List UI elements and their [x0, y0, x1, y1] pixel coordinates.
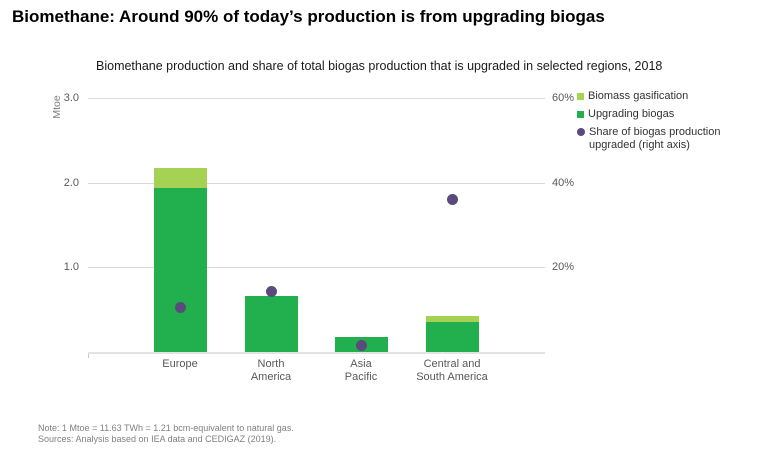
bar-north-america-upgrading-biogas — [244, 296, 298, 352]
legend-label-line: upgraded (right axis) — [589, 139, 690, 151]
category-label-north-america: North America — [216, 358, 326, 384]
legend-item-label: Share of biogas production upgraded (righ… — [589, 126, 720, 152]
category-label-line: America — [250, 371, 292, 383]
right-axis-tick: 60% — [552, 92, 575, 104]
legend-square-marker-icon — [577, 111, 584, 118]
bar-central-and-south-america-upgrading-biogas — [425, 322, 479, 352]
chart-subtitle: Biomethane production and share of total… — [96, 59, 663, 73]
gridline — [88, 182, 545, 184]
right-axis-tick: 40% — [552, 176, 575, 189]
category-label-line: Asia — [350, 358, 372, 370]
category-label-europe: Europe — [125, 358, 235, 371]
bar-central-and-south-america-biomass-gasification — [425, 315, 479, 323]
gridline — [88, 98, 545, 99]
page-title: Biomethane: Around 90% of today’s produc… — [12, 7, 605, 26]
left-axis-tick: 2.0 — [63, 176, 79, 189]
chart-legend: Biomass gasification Upgrading biogas Shar… — [577, 90, 720, 157]
left-axis-tick: 3.0 — [63, 92, 79, 104]
plot-area — [88, 98, 545, 354]
share-dot-north-america — [265, 285, 277, 297]
legend-square-marker-icon — [577, 93, 584, 100]
category-label-asia-pacific: Asia Pacific — [306, 358, 416, 384]
legend-circle-marker-icon — [577, 128, 585, 136]
legend-item-1: Biomass gasification — [577, 90, 720, 103]
share-dot-europe — [174, 302, 186, 314]
legend-item-label: Upgrading biogas — [588, 108, 674, 121]
category-label-central-and-south-america: Central and South America — [397, 358, 507, 384]
category-label-line: Pacific — [344, 371, 378, 383]
bar-europe-upgrading-biogas — [153, 187, 207, 352]
legend-item-label: Biomass gasification — [588, 90, 688, 103]
legend-label-line: Biomass gasification — [588, 90, 689, 102]
share-dot-asia-pacific — [355, 340, 367, 352]
category-label-line: Central and — [423, 358, 481, 370]
legend-item-3: Share of biogas production upgraded (righ… — [577, 126, 720, 152]
legend-item-2: Upgrading biogas — [577, 108, 720, 121]
bar-europe-biomass-gasification — [153, 168, 207, 188]
right-axis-tick: 20% — [552, 261, 575, 274]
share-dot-central-and-south-america — [446, 194, 458, 206]
category-label-line: Europe — [162, 358, 198, 370]
note-text: Note: 1 Mtoe = 11.63 TWh = 1.21 bcm-equi… — [38, 423, 294, 433]
sources-text: Sources: Analysis based on IEA data and … — [38, 434, 277, 444]
legend-label-line: Share of biogas production — [589, 126, 721, 138]
legend-label-line: Upgrading biogas — [588, 108, 675, 120]
category-label-line: North — [257, 358, 285, 370]
gridline — [88, 267, 545, 269]
category-label-line: South America — [416, 371, 488, 383]
left-axis-tick: 1.0 — [63, 261, 79, 274]
x-axis-origin-tick — [88, 354, 89, 358]
